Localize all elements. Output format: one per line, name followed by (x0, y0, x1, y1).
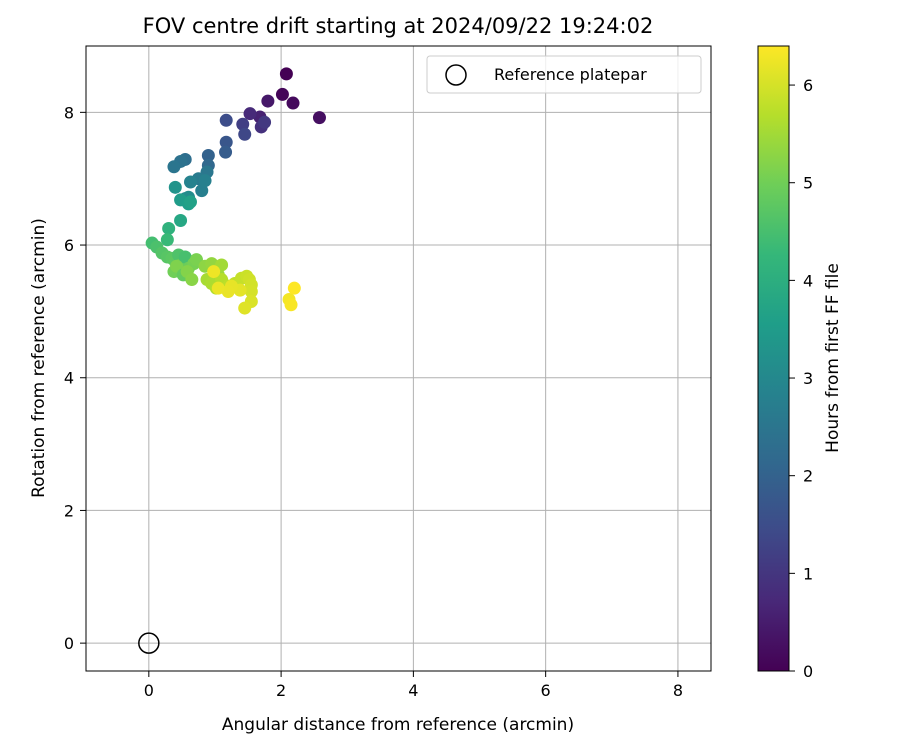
x-tick-label: 4 (408, 681, 418, 700)
colorbar-ticks: 0 1 2 3 4 5 6 (789, 76, 813, 681)
colorbar-tick-label: 2 (803, 467, 813, 486)
data-point (162, 221, 176, 235)
reference-platepar-marker (138, 632, 160, 654)
data-point (244, 284, 258, 298)
colorbar-tick-label: 3 (803, 369, 813, 388)
chart-title: FOV centre drift starting at 2024/09/22 … (143, 14, 654, 38)
x-tick-label: 6 (541, 681, 551, 700)
data-point (261, 94, 275, 108)
data-point (243, 107, 257, 121)
data-point (198, 174, 212, 188)
y-tick-label: 2 (64, 501, 74, 520)
legend-box (426, 55, 702, 94)
data-point (236, 117, 250, 131)
data-point (219, 113, 233, 127)
data-point (185, 273, 199, 287)
y-tick-label: 0 (64, 634, 74, 653)
legend-marker (445, 64, 467, 86)
data-point (183, 195, 197, 209)
colorbar-gradient (757, 45, 790, 672)
data-point (286, 96, 300, 110)
x-tick-label: 8 (673, 681, 683, 700)
data-point (312, 111, 326, 125)
legend: Reference platepar (426, 55, 702, 94)
data-point (195, 184, 209, 198)
data-point (238, 127, 252, 141)
plot-frame (85, 45, 712, 672)
y-tick-label: 8 (64, 103, 74, 122)
colorbar-tick-label: 6 (803, 76, 813, 95)
y-tick-label: 4 (64, 369, 74, 388)
data-point (183, 175, 197, 189)
colorbar-tick-label: 0 (803, 662, 813, 681)
data-point (167, 160, 181, 174)
grid (86, 46, 711, 671)
legend-label: Reference platepar (494, 65, 647, 84)
axis-ticks: 0 2 4 6 8 0 2 4 6 8 (64, 103, 683, 700)
data-points (138, 67, 326, 654)
data-point (238, 301, 252, 315)
data-point (287, 281, 301, 295)
data-point (207, 265, 221, 279)
y-axis-label: Rotation from reference (arcmin) (29, 218, 49, 498)
data-point (174, 213, 188, 227)
data-point (201, 148, 215, 162)
x-axis-label: Angular distance from reference (arcmin) (222, 715, 574, 735)
colorbar-tick-label: 1 (803, 564, 813, 583)
x-tick-label: 0 (144, 681, 154, 700)
data-point (279, 67, 293, 81)
colorbar: 0 1 2 3 4 5 6 Hours from first FF file (757, 45, 843, 681)
data-point (219, 135, 233, 149)
data-point (160, 233, 174, 247)
data-point (284, 298, 298, 312)
data-point (258, 115, 272, 129)
data-point (219, 145, 233, 159)
colorbar-tick-label: 5 (803, 174, 813, 193)
data-point (211, 281, 225, 295)
colorbar-tick-label: 4 (803, 271, 813, 290)
colorbar-label: Hours from first FF file (823, 263, 843, 453)
data-point (168, 180, 182, 194)
data-point (221, 284, 235, 298)
data-point (275, 87, 289, 101)
x-tick-label: 2 (276, 681, 286, 700)
y-tick-label: 6 (64, 236, 74, 255)
